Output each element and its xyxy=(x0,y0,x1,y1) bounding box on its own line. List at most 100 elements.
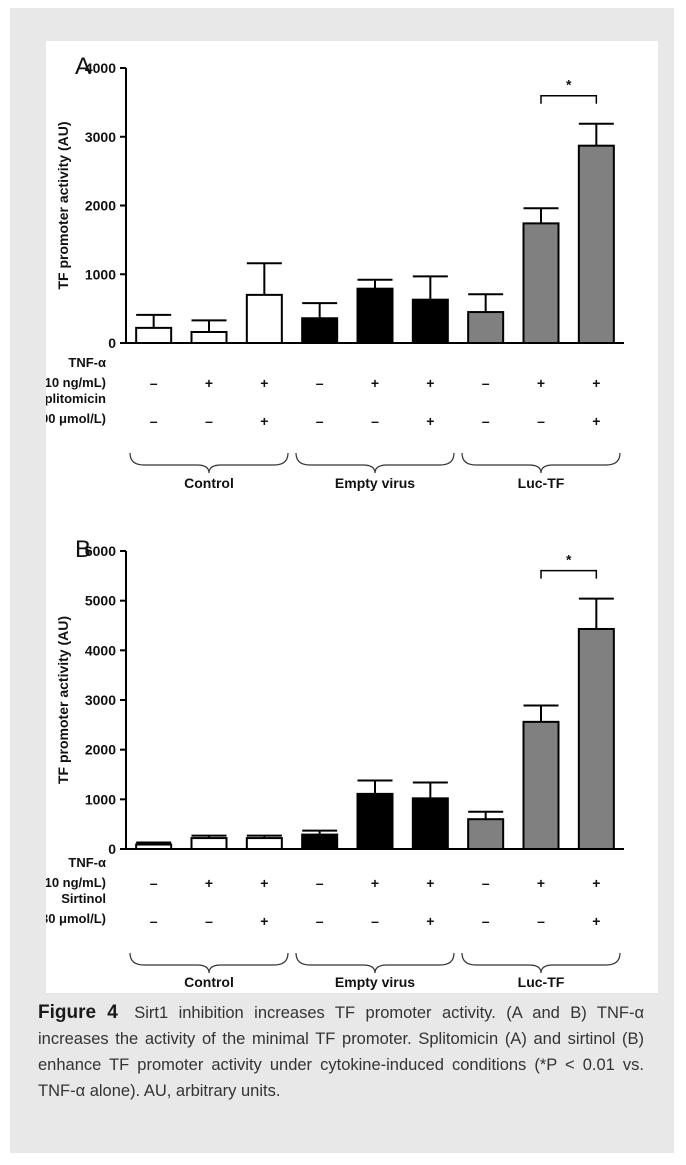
condition-sign: – xyxy=(150,413,158,429)
panel-label: A xyxy=(75,53,91,80)
bar xyxy=(356,287,394,344)
bar xyxy=(356,792,394,850)
figure-label: Figure 4 xyxy=(38,1002,118,1023)
bar xyxy=(245,837,283,850)
chart-panel-b: B 0 1000 2000 3000 4000 5000 6000 TF promoter ac… xyxy=(46,536,624,990)
y-tick-label: 6000 xyxy=(85,543,116,559)
condition-sign: – xyxy=(482,375,490,391)
figure-panels: A 0 1000 2000 3000 4000 TF promoter activity (… xyxy=(46,41,658,993)
y-tick-label: 5000 xyxy=(85,593,116,609)
figure-frame: A 0 1000 2000 3000 4000 TF promoter activity (… xyxy=(10,8,674,1153)
condition-label: (100 μmol/L) xyxy=(46,411,106,426)
bar xyxy=(522,720,560,850)
condition-sign: + xyxy=(426,375,434,391)
condition-sign: + xyxy=(260,413,268,429)
y-tick-label: 4000 xyxy=(85,642,116,658)
y-tick-label: 4000 xyxy=(85,60,116,76)
condition-sign: – xyxy=(482,413,490,429)
condition-sign: + xyxy=(260,913,268,929)
bar xyxy=(301,833,339,851)
condition-sign: + xyxy=(426,913,434,929)
group-brace xyxy=(129,952,289,974)
condition-sign: – xyxy=(371,913,379,929)
bar xyxy=(190,837,228,850)
bar xyxy=(411,797,449,851)
condition-sign: + xyxy=(426,413,434,429)
condition-sign: – xyxy=(537,413,545,429)
group-label: Control xyxy=(184,475,234,491)
significance-marker: * xyxy=(566,552,572,568)
group-brace xyxy=(129,452,289,474)
condition-sign: – xyxy=(537,913,545,929)
group-label: Empty virus xyxy=(335,475,415,491)
condition-sign: – xyxy=(316,875,324,891)
condition-sign: – xyxy=(316,913,324,929)
group-brace xyxy=(461,952,621,974)
condition-sign: – xyxy=(371,413,379,429)
condition-sign: – xyxy=(205,413,213,429)
condition-sign: + xyxy=(592,375,600,391)
condition-sign: + xyxy=(592,913,600,929)
bar xyxy=(301,317,339,344)
bar xyxy=(135,326,173,344)
bar xyxy=(245,293,283,344)
bar xyxy=(467,818,505,851)
condition-label: (30 μmol/L) xyxy=(46,911,106,926)
condition-sign: + xyxy=(371,375,379,391)
condition-sign: + xyxy=(426,875,434,891)
figure-caption: Figure 4 Sirt1 inhibition increases TF p… xyxy=(38,1000,644,1104)
condition-sign: + xyxy=(592,413,600,429)
condition-sign: – xyxy=(150,913,158,929)
condition-label: TNF-α xyxy=(68,355,106,370)
condition-label: (10 ng/mL) xyxy=(46,375,106,390)
condition-sign: + xyxy=(260,875,268,891)
condition-sign: + xyxy=(537,875,545,891)
y-tick-label: 0 xyxy=(108,841,116,857)
charts-canvas: A 0 1000 2000 3000 4000 TF promoter activity (… xyxy=(46,53,624,990)
condition-label: TNF-α xyxy=(68,855,106,870)
bar xyxy=(522,222,560,344)
significance-bracket xyxy=(540,569,598,579)
bar xyxy=(135,843,173,851)
condition-label: Splitomicin xyxy=(46,391,106,406)
y-axis-label: TF promoter activity (AU) xyxy=(55,616,71,784)
condition-sign: – xyxy=(150,875,158,891)
group-brace xyxy=(461,452,621,474)
y-tick-label: 0 xyxy=(108,335,116,351)
condition-sign: – xyxy=(150,375,158,391)
condition-label: (10 ng/mL) xyxy=(46,875,106,890)
condition-sign: + xyxy=(537,375,545,391)
y-tick-label: 2000 xyxy=(85,742,116,758)
group-brace xyxy=(295,452,455,474)
significance-bracket xyxy=(540,94,598,104)
y-tick-label: 1000 xyxy=(85,266,116,282)
group-brace xyxy=(295,952,455,974)
bar xyxy=(467,311,505,344)
bar xyxy=(190,331,228,344)
y-tick-label: 3000 xyxy=(85,692,116,708)
condition-sign: – xyxy=(316,375,324,391)
condition-sign: + xyxy=(260,375,268,391)
condition-sign: + xyxy=(205,875,213,891)
significance-marker: * xyxy=(566,77,572,93)
y-tick-label: 3000 xyxy=(85,129,116,145)
y-tick-label: 1000 xyxy=(85,791,116,807)
caption-text: Sirt1 inhibition increases TF promoter a… xyxy=(38,1004,644,1100)
panel-label: B xyxy=(75,536,91,563)
condition-sign: + xyxy=(205,375,213,391)
condition-label: Sirtinol xyxy=(61,891,106,906)
group-label: Empty virus xyxy=(335,974,415,990)
condition-sign: – xyxy=(482,875,490,891)
condition-sign: – xyxy=(316,413,324,429)
y-tick-label: 2000 xyxy=(85,198,116,214)
group-label: Luc-TF xyxy=(518,475,565,491)
condition-sign: + xyxy=(371,875,379,891)
group-label: Luc-TF xyxy=(518,974,565,990)
bar xyxy=(577,144,615,344)
group-label: Control xyxy=(184,974,234,990)
chart-panel-a: A 0 1000 2000 3000 4000 TF promoter activity (… xyxy=(46,53,624,491)
condition-sign: + xyxy=(592,875,600,891)
bar xyxy=(411,298,449,344)
bar xyxy=(577,627,615,851)
condition-sign: – xyxy=(482,913,490,929)
